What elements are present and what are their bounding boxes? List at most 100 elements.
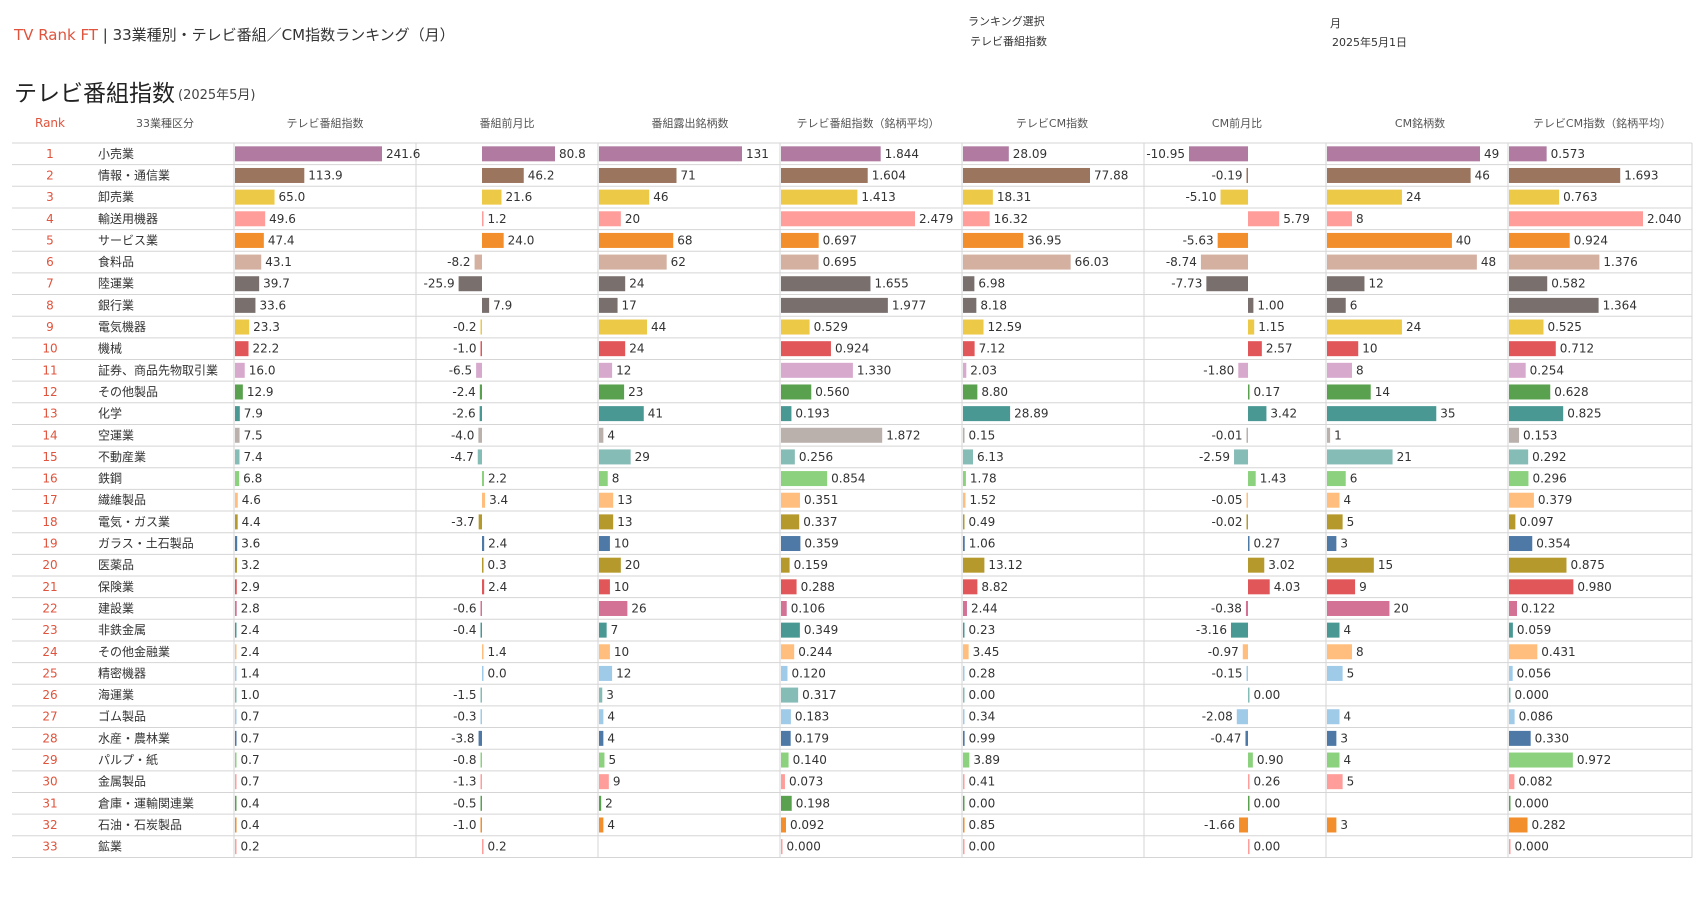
value-label-cm_index: 0.99 (969, 731, 996, 745)
value-label-tv_mom: 3.4 (489, 493, 508, 507)
bar-exposure (599, 557, 621, 573)
bar-cm_brands (1327, 427, 1331, 443)
bar-cm_mom (1242, 644, 1248, 660)
industry-label: 医薬品 (98, 558, 134, 572)
bar-cm_index (963, 665, 965, 681)
value-label-cm_mom: -5.10 (1185, 190, 1216, 204)
bar-cm_mom (1246, 514, 1248, 530)
value-label-cm_avg: 0.972 (1577, 753, 1611, 767)
bar-tv_avg (781, 644, 795, 660)
rank-label: 32 (42, 818, 57, 832)
industry-label: 陸運業 (98, 277, 134, 291)
value-label-cm_index: 77.88 (1094, 168, 1128, 182)
value-label-tv_index: 0.7 (241, 753, 260, 767)
rank-label: 17 (42, 493, 57, 507)
bar-cm_mom (1246, 492, 1248, 508)
bar-exposure (599, 579, 610, 595)
bar-cm_brands (1327, 536, 1337, 552)
value-label-cm_mom: -1.80 (1203, 363, 1234, 377)
bar-exposure (599, 665, 613, 681)
bar-tv_index (235, 167, 305, 183)
bar-cm_avg (1509, 254, 1600, 270)
bar-tv_avg (781, 622, 800, 638)
value-label-cm_index: 6.13 (977, 450, 1004, 464)
bar-exposure (599, 254, 667, 270)
bar-cm_avg (1509, 189, 1560, 205)
value-label-tv_index: 0.4 (241, 796, 260, 810)
value-label-tv_avg: 0.244 (798, 645, 832, 659)
bar-tv_mom (482, 536, 485, 552)
bar-exposure (599, 297, 618, 313)
rank-label: 14 (42, 428, 57, 442)
value-label-cm_mom: -0.19 (1211, 168, 1242, 182)
bar-tv_avg (781, 536, 801, 552)
bar-cm_mom (1200, 254, 1248, 270)
bar-cm_avg (1509, 341, 1556, 357)
bar-tv_avg (781, 146, 881, 162)
value-label-cm_avg: 0.875 (1570, 558, 1604, 572)
bar-cm_mom (1245, 730, 1248, 746)
value-label-cm_mom: -10.95 (1146, 147, 1185, 161)
column-header-cm_mom: CM前月比 (1212, 116, 1262, 130)
bar-tv_index (235, 297, 256, 313)
value-label-tv_avg: 0.256 (799, 450, 833, 464)
column-header-exposure: 番組露出銘柄数 (652, 116, 729, 130)
value-label-cm_brands: 20 (1393, 601, 1408, 615)
value-label-cm_avg: 0.056 (1517, 666, 1551, 680)
rank-label: 15 (42, 450, 57, 464)
value-label-tv_index: 2.4 (241, 645, 260, 659)
value-label-tv_mom: 1.4 (488, 645, 507, 659)
industry-label: パルプ・紙 (98, 752, 158, 767)
bar-tv_avg (781, 752, 789, 768)
brand-name: TV Rank FT (14, 26, 98, 44)
value-label-cm_mom: 0.00 (1254, 796, 1281, 810)
bar-cm_avg (1509, 557, 1567, 573)
value-label-tv_avg: 0.198 (796, 796, 830, 810)
bar-tv_mom (482, 644, 484, 660)
value-label-tv_mom: 7.9 (493, 298, 512, 312)
bar-tv_avg (781, 189, 858, 205)
value-label-cm_index: 0.23 (969, 623, 996, 637)
value-label-cm_index: 0.49 (969, 515, 996, 529)
bar-cm_mom (1248, 579, 1270, 595)
app-title: TV Rank FT | 33業種別・テレビ番組／CM指数ランキング（月） (14, 24, 455, 45)
value-label-cm_index: 36.95 (1027, 233, 1061, 247)
bar-tv_avg (781, 232, 819, 248)
value-label-tv_mom: 2.4 (488, 580, 507, 594)
ranking-select-label: ランキング選択 (968, 15, 1045, 28)
bar-tv_index (235, 146, 382, 162)
bar-cm_brands (1327, 297, 1346, 313)
value-label-tv_index: 47.4 (268, 233, 295, 247)
bar-tv_avg (781, 795, 792, 811)
bar-exposure (599, 752, 605, 768)
value-label-exposure: 23 (628, 385, 643, 399)
value-label-cm_brands: 40 (1456, 233, 1471, 247)
bar-cm_index (963, 795, 965, 811)
value-label-tv_index: 7.4 (244, 450, 263, 464)
value-label-cm_avg: 0.980 (1577, 580, 1611, 594)
rank-label: 23 (42, 623, 57, 637)
ranking-select-dropdown[interactable]: テレビ番組指数 (970, 35, 1047, 48)
value-label-exposure: 12 (616, 363, 631, 377)
bar-tv_avg (781, 579, 797, 595)
column-header-tv_avg: テレビ番組指数（銘柄平均） (797, 116, 940, 130)
value-label-cm_mom: 0.00 (1254, 688, 1281, 702)
value-label-cm_mom: 1.15 (1258, 320, 1285, 334)
value-label-cm_brands: 9 (1359, 580, 1367, 594)
column-header-cm_index: テレビCM指数 (1016, 116, 1088, 130)
bar-cm_avg (1509, 384, 1551, 400)
bar-cm_avg (1509, 449, 1529, 465)
industry-label: 機械 (98, 341, 122, 356)
value-label-tv_avg: 0.351 (804, 493, 838, 507)
value-label-cm_brands: 6 (1350, 472, 1358, 486)
bar-cm_index (963, 536, 965, 552)
bar-cm_brands (1327, 600, 1390, 616)
bar-tv_index (235, 276, 260, 292)
bar-cm_index (963, 687, 965, 703)
period-dropdown[interactable]: 2025年5月1日 (1332, 36, 1407, 49)
bar-cm_avg (1509, 730, 1531, 746)
bar-cm_mom (1245, 600, 1248, 616)
industry-label: 鉄鋼 (98, 471, 122, 486)
rank-label: 5 (46, 233, 54, 247)
